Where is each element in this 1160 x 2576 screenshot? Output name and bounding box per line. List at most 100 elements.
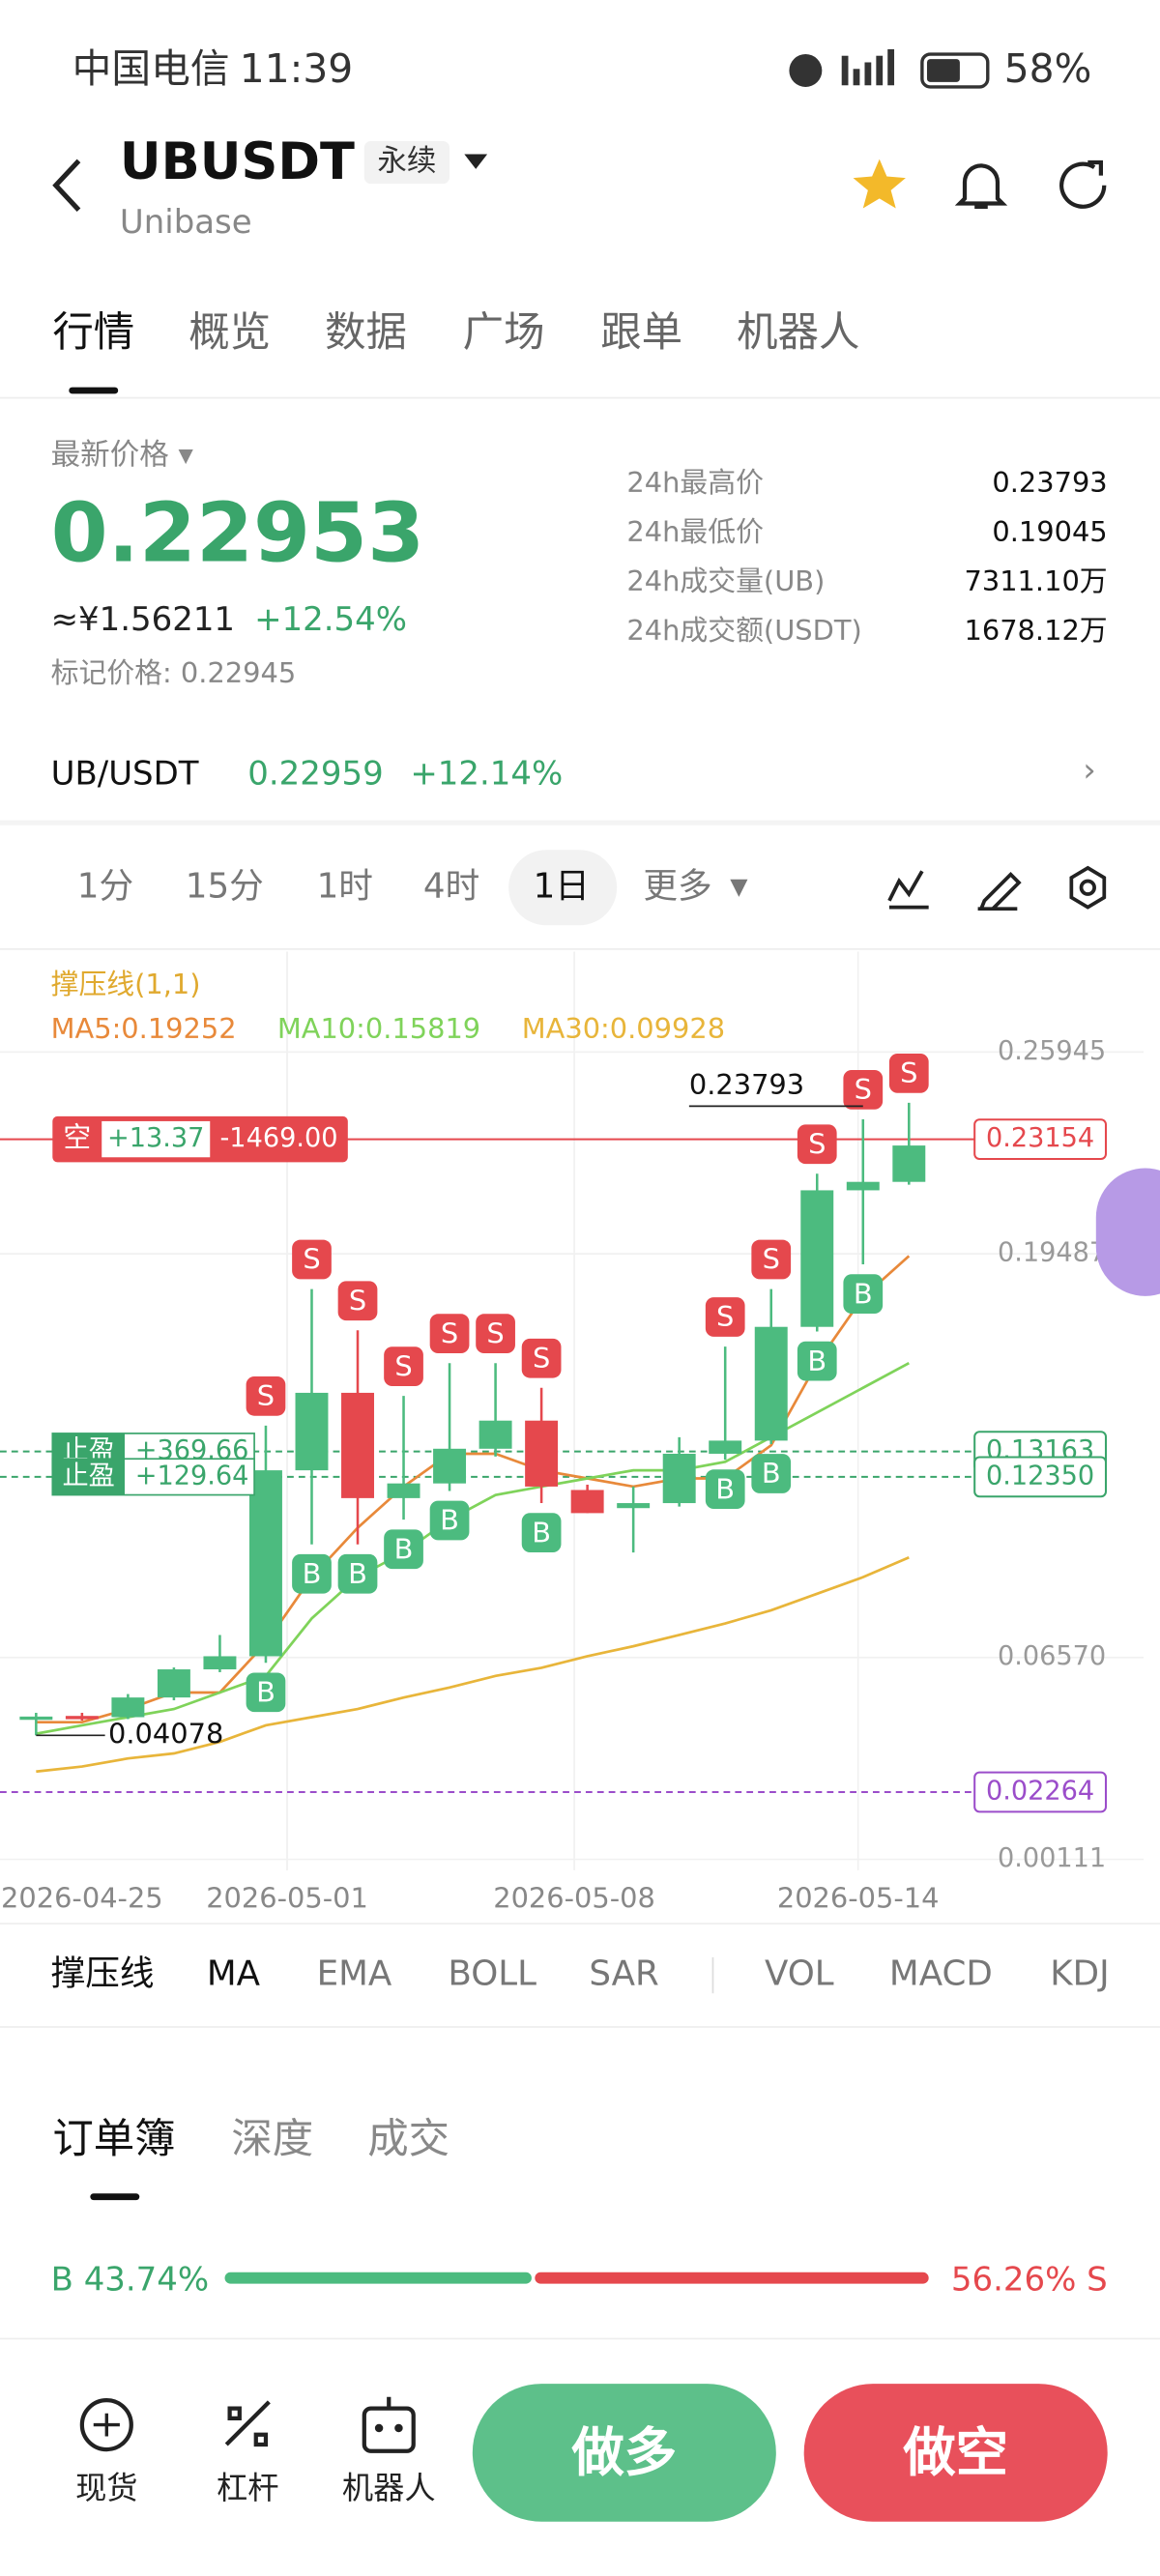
- x-tick-label: 2026-04-25: [1, 1881, 163, 1914]
- sell-marker: [292, 1239, 332, 1280]
- buy-marker: [337, 1553, 378, 1594]
- price-line-label: 0.23154: [986, 1123, 1094, 1153]
- sell-marker-label: S: [808, 1127, 826, 1160]
- timeframe[interactable]: 更多: [643, 866, 712, 906]
- back-button[interactable]: [49, 158, 89, 214]
- indicator[interactable]: VOL: [764, 1954, 834, 1994]
- spot-pair[interactable]: UB/USDT: [50, 753, 199, 793]
- buy-marker: [797, 1341, 837, 1381]
- candle-body: [662, 1453, 696, 1504]
- candle-body: [709, 1440, 742, 1454]
- stat-label: 24h成交额(USDT): [626, 615, 862, 649]
- legend-title: 撑压线(1,1): [51, 968, 201, 1000]
- x-tick-label: 2026-05-08: [493, 1881, 655, 1914]
- stat-value: 0.19045: [992, 516, 1108, 550]
- contract-tag[interactable]: 永续: [363, 140, 450, 185]
- legend-entry: MA10:0.15819: [277, 1012, 480, 1045]
- header-icons[interactable]: [850, 156, 1113, 215]
- y-tick-label: 0.25945: [998, 1036, 1106, 1066]
- tp-side: [52, 1459, 125, 1495]
- sell-marker: [705, 1297, 745, 1337]
- ma-line: [36, 1362, 910, 1735]
- ratio-bar: [224, 2272, 933, 2284]
- buy-segment: [224, 2272, 532, 2284]
- indicator[interactable]: KDJ: [1050, 1954, 1110, 1994]
- sell-marker-label: S: [763, 1243, 780, 1276]
- separator: [711, 1956, 714, 1994]
- y-tick-label: 0.06570: [998, 1641, 1106, 1671]
- stat-label: 24h最高价: [626, 467, 764, 501]
- timeframe[interactable]: 1分: [76, 866, 134, 906]
- orderbook-tab[interactable]: 成交: [367, 2114, 450, 2163]
- long-button[interactable]: 做多: [472, 2384, 776, 2522]
- candle-body: [525, 1420, 559, 1487]
- short-button[interactable]: 做空: [803, 2384, 1108, 2522]
- ma-line: [36, 1556, 910, 1774]
- candle-body: [617, 1503, 651, 1509]
- buy-marker: [292, 1553, 332, 1594]
- orderbook-tab[interactable]: 订单簿: [52, 2114, 176, 2163]
- y-tick-label: 0.00111: [998, 1843, 1106, 1873]
- indicator[interactable]: MACD: [888, 1954, 993, 1994]
- buy-marker-label: B: [807, 1345, 826, 1377]
- sell-marker-label: S: [303, 1243, 320, 1276]
- indicator[interactable]: SAR: [589, 1954, 659, 1994]
- nav-label[interactable]: 机器人: [341, 2471, 436, 2507]
- sell-marker-label: S: [441, 1317, 458, 1349]
- floating-assistant[interactable]: [1095, 1168, 1160, 1296]
- timeframe[interactable]: 1时: [316, 866, 373, 906]
- spot-price: 0.22959: [247, 753, 384, 793]
- tab[interactable]: 跟单: [600, 308, 683, 357]
- price-change: +12.54%: [254, 598, 407, 639]
- nav-icons: [79, 2396, 416, 2453]
- tab[interactable]: 概览: [188, 308, 272, 357]
- nav-label[interactable]: 杠杆: [217, 2471, 279, 2507]
- tab-indicator: [69, 387, 119, 394]
- sell-marker: [521, 1338, 562, 1378]
- orderbook-tab[interactable]: 深度: [231, 2114, 314, 2163]
- timeframe[interactable]: 15分: [185, 866, 264, 906]
- indicator[interactable]: MA: [206, 1954, 260, 1994]
- buy-marker-label: B: [854, 1277, 873, 1310]
- buy-marker: [429, 1500, 470, 1541]
- candle-body: [800, 1190, 834, 1327]
- buy-marker-label: B: [715, 1472, 735, 1505]
- sell-marker: [429, 1314, 470, 1354]
- divider: [0, 2026, 1160, 2028]
- buy-marker-label: B: [762, 1457, 781, 1490]
- timeframe[interactable]: 4时: [422, 866, 480, 906]
- candle-body: [846, 1181, 880, 1191]
- indicator[interactable]: EMA: [316, 1954, 392, 1994]
- chart-tools[interactable]: [886, 864, 1116, 912]
- clock: 11:39: [239, 45, 354, 93]
- indicator[interactable]: 撑压线: [50, 1954, 155, 1994]
- sell-marker: [476, 1314, 515, 1354]
- buy-marker-label: B: [440, 1504, 459, 1537]
- position-pnl: +13.37: [107, 1123, 204, 1153]
- nav-label[interactable]: 现货: [75, 2471, 138, 2507]
- symbol: UBUSDT: [119, 132, 355, 192]
- price-line-label: 0.02264: [986, 1776, 1094, 1806]
- y-tick-label: 0.19487: [998, 1238, 1106, 1268]
- candle-body: [433, 1448, 467, 1484]
- sell-marker: [751, 1239, 792, 1280]
- tab[interactable]: 行情: [52, 308, 135, 357]
- tab[interactable]: 机器人: [737, 308, 860, 357]
- timeframe[interactable]: 1日: [533, 866, 590, 906]
- tab[interactable]: 广场: [462, 308, 545, 357]
- divider: [0, 396, 1160, 399]
- spot-change: +12.14%: [410, 753, 564, 793]
- dropdown-icon: ▼: [730, 874, 748, 901]
- candle-body: [754, 1326, 788, 1441]
- price-line-label: 0.12350: [986, 1461, 1094, 1491]
- mark-price: 标记价格: 0.22945: [50, 657, 297, 691]
- last-price: 0.22953: [50, 485, 425, 581]
- indicator[interactable]: BOLL: [448, 1954, 536, 1994]
- status-icons: [789, 48, 990, 89]
- sell-marker: [384, 1346, 423, 1386]
- buy-marker-label: B: [394, 1532, 414, 1565]
- selected-pill: [508, 850, 618, 926]
- sell-marker: [797, 1124, 837, 1165]
- tab[interactable]: 数据: [325, 308, 407, 357]
